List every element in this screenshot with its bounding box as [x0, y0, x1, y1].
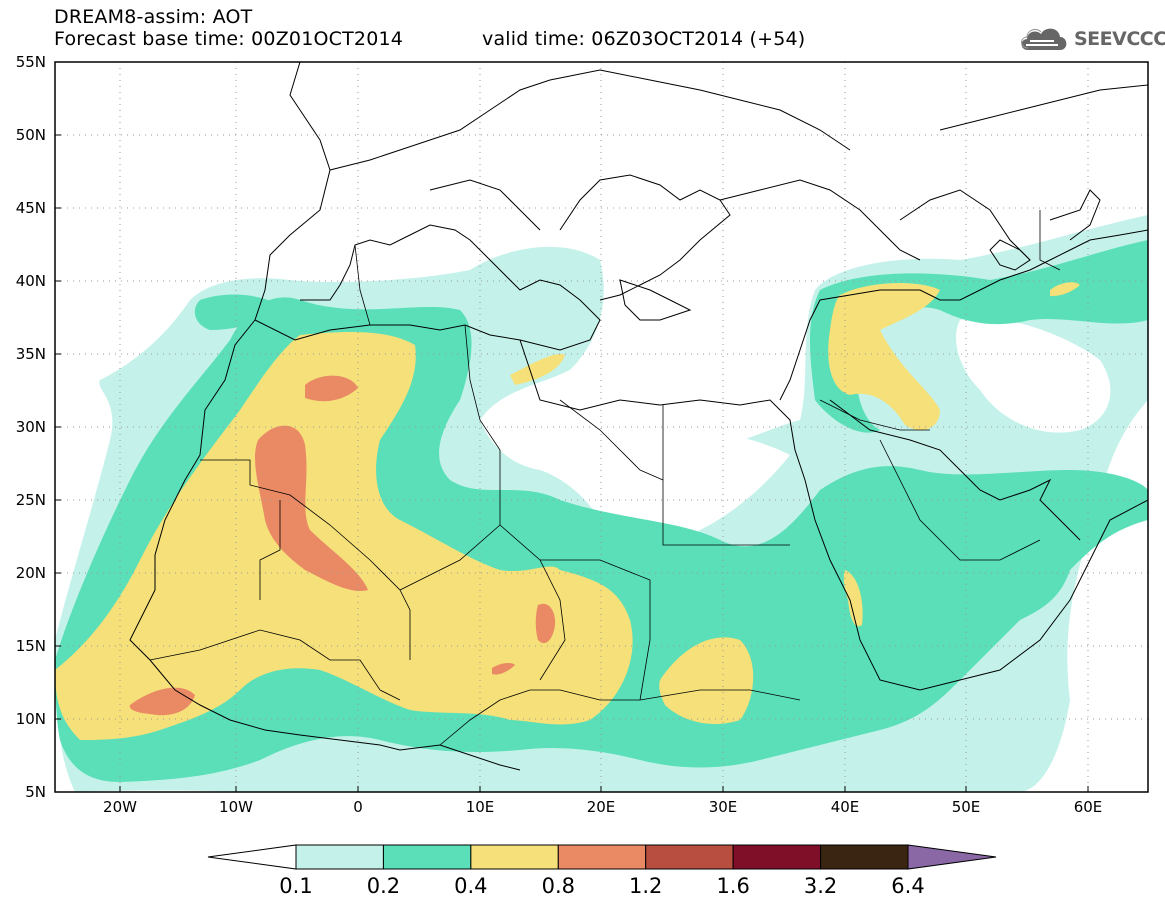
lat-label: 35N	[16, 345, 46, 363]
lon-label: 10E	[466, 798, 495, 816]
legend-label: 0.4	[454, 874, 487, 898]
country-borders	[149, 210, 1061, 746]
seevccc-logo: SEEVCCC	[1018, 22, 1165, 56]
lon-label: 0	[353, 798, 363, 816]
legend-swatch	[820, 844, 909, 870]
title-line-1: DREAM8-assim: AOT	[54, 6, 253, 28]
lon-labels: 20W 10W 0 10E 20E 30E 40E 50E 60E	[103, 798, 1102, 816]
legend-swatch	[470, 844, 559, 870]
lat-labels: 55N 50N 45N 40N 35N 30N 25N 20N 15N 10N …	[16, 53, 46, 801]
lon-label: 60E	[1074, 798, 1103, 816]
lat-label: 30N	[16, 418, 46, 436]
cloud-logo-icon	[1021, 28, 1067, 50]
aot-band-0.4	[828, 283, 940, 430]
lat-label: 55N	[16, 53, 46, 71]
forecast-base-time: Forecast base time: 00Z01OCT2014	[54, 28, 404, 50]
aot-band-0.2	[194, 294, 280, 330]
aot-band-below-0.1	[956, 317, 1111, 433]
legend-label: 6.4	[891, 874, 924, 898]
lat-label: 10N	[16, 710, 46, 728]
lon-label: 10W	[219, 798, 253, 816]
legend-label: 1.6	[716, 874, 749, 898]
lat-label: 20N	[16, 564, 46, 582]
color-legend-labels: 0.1 0.2 0.4 0.8 1.2 1.6 3.2 6.4	[279, 874, 924, 898]
aot-band-0.4	[843, 570, 863, 627]
legend-swatch	[557, 844, 647, 870]
aot-band-0.8	[305, 375, 358, 402]
aot-band-0.4	[55, 332, 633, 740]
lat-label: 25N	[16, 491, 46, 509]
legend-swatch	[382, 844, 472, 870]
aot-band-0.8	[129, 687, 195, 716]
aot-band-0.4	[510, 354, 565, 385]
aot-band-0.4	[1050, 282, 1080, 297]
legend-swatch	[295, 844, 384, 870]
legend-swatch-high	[907, 844, 997, 870]
legend-label: 3.2	[804, 874, 837, 898]
coastlines	[129, 62, 1148, 771]
lon-label: 50E	[952, 798, 981, 816]
lon-label: 20E	[587, 798, 616, 816]
legend-swatch	[732, 844, 822, 870]
legend-label: 0.8	[542, 874, 575, 898]
axis-ticks	[55, 61, 1089, 793]
aot-band-below-0.1	[480, 408, 790, 554]
lat-label: 15N	[16, 637, 46, 655]
lon-label: 20W	[103, 798, 137, 816]
lat-label: 5N	[25, 783, 46, 801]
logo-text: SEEVCCC	[1074, 28, 1165, 50]
aot-band-0.8	[492, 663, 515, 675]
legend-swatch	[645, 844, 734, 870]
aot-band-0.8	[255, 425, 368, 591]
color-legend	[207, 844, 997, 870]
aot-fields	[55, 215, 1148, 792]
lat-label: 40N	[16, 272, 46, 290]
lat-label: 50N	[16, 126, 46, 144]
lon-label: 30E	[709, 798, 738, 816]
aot-band-0.8	[535, 603, 556, 644]
legend-label: 0.2	[367, 874, 400, 898]
legend-label: 1.2	[629, 874, 662, 898]
legend-label: 0.1	[279, 874, 312, 898]
valid-time: valid time: 06Z03OCT2014 (+54)	[482, 28, 806, 50]
lon-label: 40E	[831, 798, 860, 816]
aot-band-0.4	[659, 637, 754, 725]
lat-label: 45N	[16, 199, 46, 217]
legend-swatch-low	[207, 844, 297, 870]
graticule	[55, 62, 1148, 792]
